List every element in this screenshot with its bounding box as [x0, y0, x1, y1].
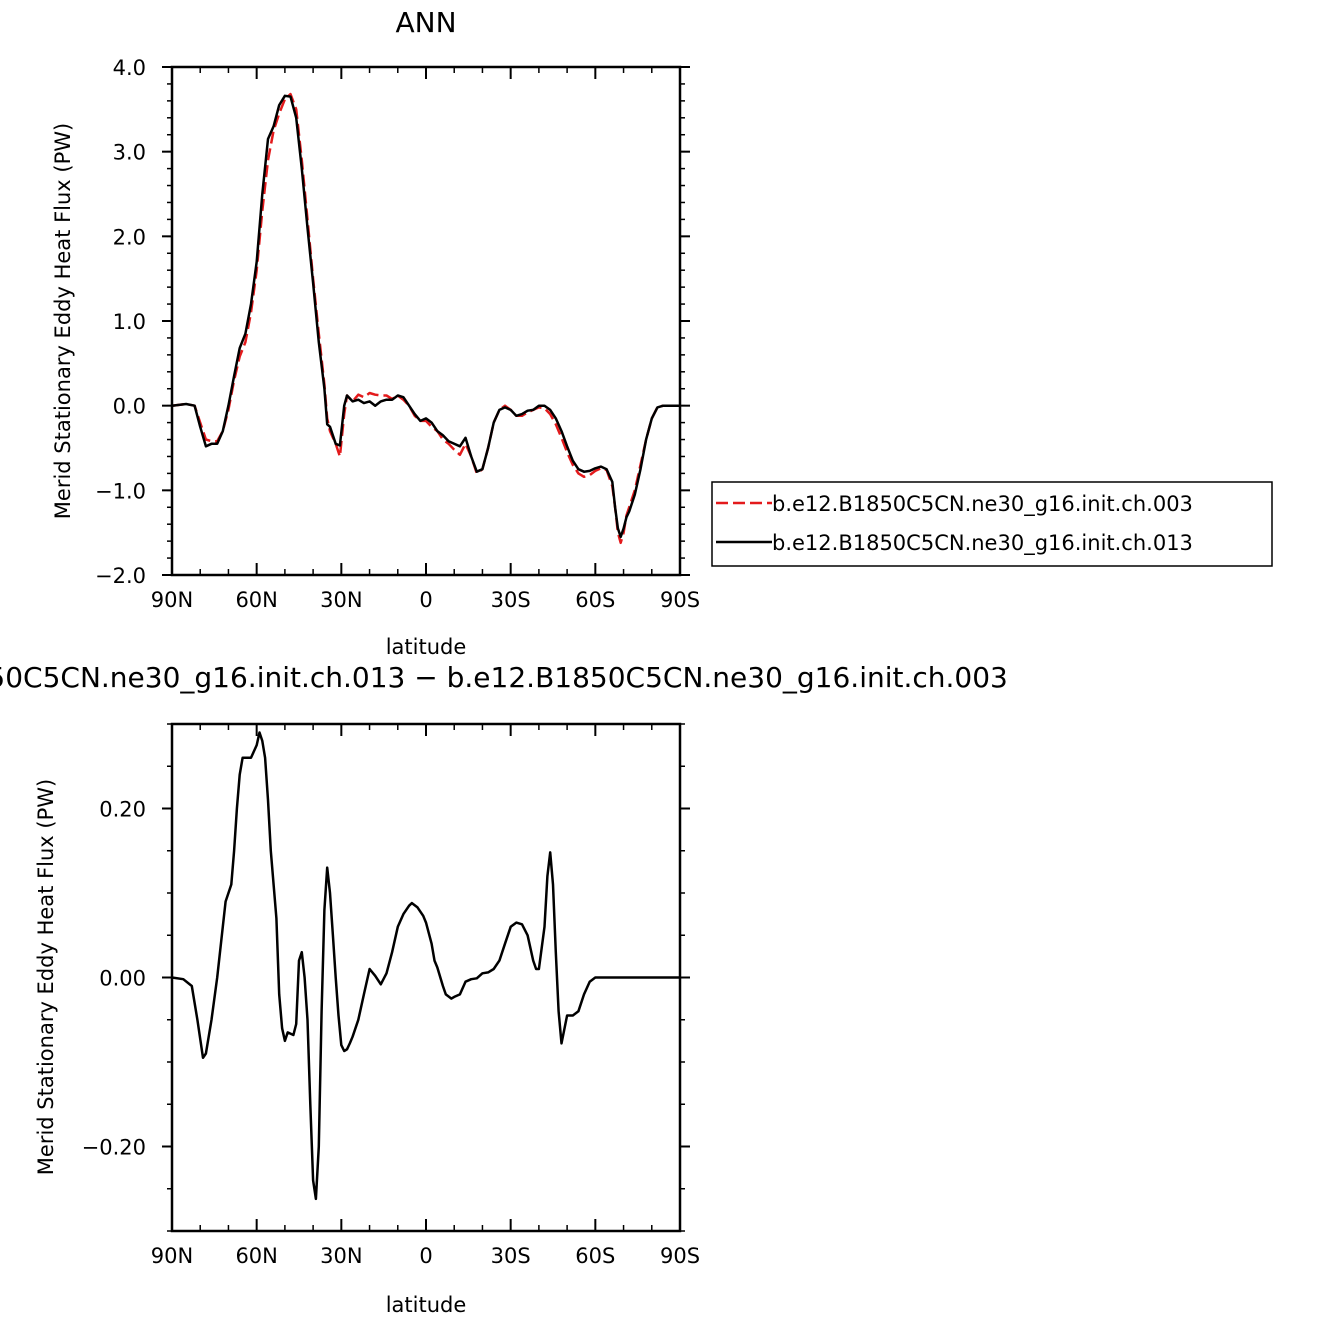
- x-tick-label: 0: [419, 1244, 432, 1268]
- x-tick-label: 90N: [151, 588, 193, 612]
- x-tick-label: 0: [419, 588, 432, 612]
- x-tick-label: 90N: [151, 1244, 193, 1268]
- series-line-1: [171, 731, 680, 1201]
- x-tick-label: 90S: [660, 588, 700, 612]
- x-tick-label: 30S: [491, 588, 531, 612]
- series-line-2: [171, 94, 680, 539]
- legend-label-013: b.e12.B1850C5CN.ne30_g16.init.ch.013: [772, 531, 1193, 556]
- y-tick-label: −2.0: [95, 564, 146, 588]
- y-tick-label: 0.00: [99, 967, 146, 991]
- y-tick-label: 3.0: [113, 141, 146, 165]
- y-tick-label: 0.0: [113, 395, 146, 419]
- legend-box: [711, 481, 1273, 567]
- bottom-ticks: 90N 60N 30N 0 30S 60S 90S −0.20 0.00 0.20: [82, 723, 700, 1268]
- x-tick-label: 60N: [235, 588, 277, 612]
- y-tick-label: 1.0: [113, 310, 146, 334]
- top-panel: ANN 90N 60N 30N 0 30S 60S 90S −2.0 −1.0 0.0 1.0 2.0…: [51, 6, 700, 659]
- x-tick-label: 30N: [320, 588, 362, 612]
- top-ticks: 90N 60N 30N 0 30S 60S 90S −2.0 −1.0 0.0 1.0 2.0 3.0 4…: [95, 56, 700, 612]
- y-tick-label: 0.20: [99, 798, 146, 822]
- x-tick-label: 60N: [235, 1244, 277, 1268]
- top-series-group: [171, 92, 680, 545]
- bottom-series-group: [171, 731, 680, 1201]
- y-tick-label: 2.0: [113, 225, 146, 249]
- legend: b.e12.B1850C5CN.ne30_g16.init.ch.003 b.e…: [711, 481, 1273, 567]
- top-chart-title: ANN: [395, 6, 456, 39]
- x-tick-label: 90S: [660, 1244, 700, 1268]
- bottom-panel: b.e12.B1850C5CN.ne30_g16.init.ch.013 − b…: [0, 661, 1008, 1317]
- bottom-chart-title: b.e12.B1850C5CN.ne30_g16.init.ch.013 − b…: [0, 661, 1008, 694]
- bottom-x-axis-label: latitude: [386, 1293, 467, 1317]
- top-x-axis-label: latitude: [386, 635, 467, 659]
- legend-label-003: b.e12.B1850C5CN.ne30_g16.init.ch.003: [772, 492, 1193, 517]
- y-tick-label: −0.20: [82, 1136, 146, 1160]
- y-tick-label: −1.0: [95, 479, 146, 503]
- x-tick-label: 60S: [575, 588, 615, 612]
- x-tick-label: 30N: [320, 1244, 362, 1268]
- top-y-axis-label: Merid Stationary Eddy Heat Flux (PW): [51, 123, 75, 519]
- y-tick-label: 4.0: [113, 56, 146, 80]
- x-tick-label: 60S: [575, 1244, 615, 1268]
- bottom-y-axis-label: Merid Stationary Eddy Heat Flux (PW): [34, 779, 58, 1175]
- x-tick-label: 30S: [491, 1244, 531, 1268]
- series-line-1: [171, 92, 680, 545]
